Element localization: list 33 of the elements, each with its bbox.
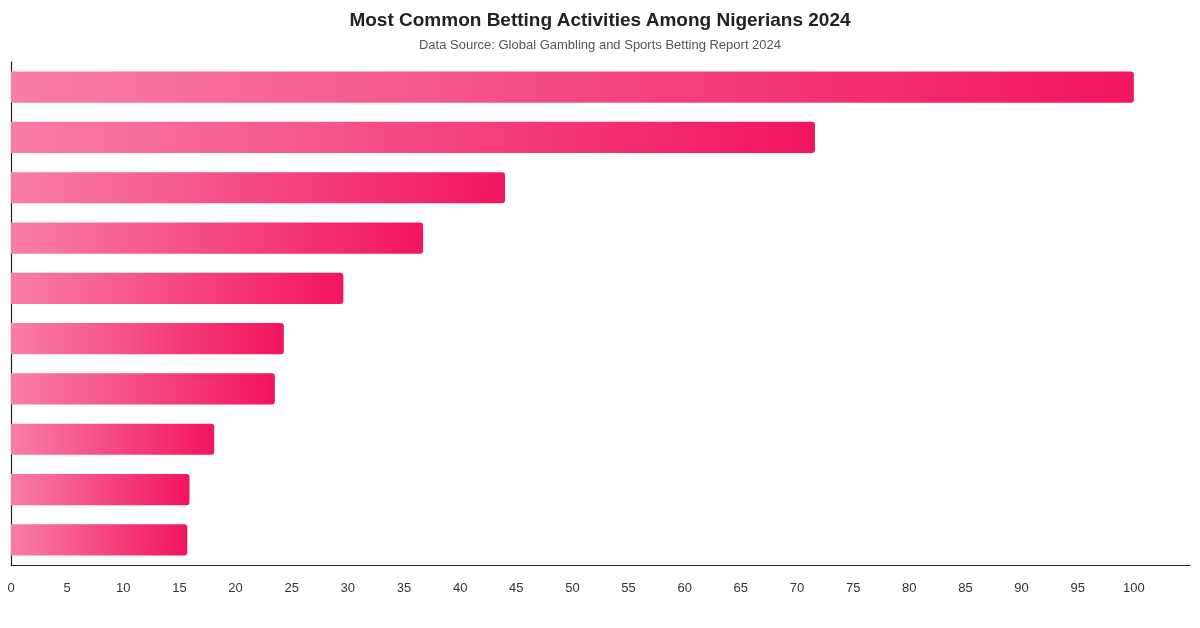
x-tick-label: 10: [116, 580, 131, 595]
x-tick-label: 95: [1070, 580, 1085, 595]
x-tick-label: 25: [284, 580, 299, 595]
x-tick-label: 35: [396, 580, 412, 595]
x-tick-label: 30: [340, 580, 356, 595]
x-tick-label: 100: [1123, 580, 1145, 595]
bar: [11, 323, 284, 355]
chart-title: Most Common Betting Activities Among Nigerians 2024: [349, 9, 851, 30]
x-tick-label: 80: [902, 580, 917, 595]
bar: [11, 524, 188, 556]
x-tick-label: 65: [733, 580, 749, 595]
bar: [11, 423, 215, 455]
bar: [11, 172, 506, 204]
bar: [11, 473, 190, 506]
x-tick-label: 75: [845, 580, 861, 595]
x-tick-label: 0: [7, 580, 15, 595]
x-tick-label: 85: [958, 580, 973, 595]
bar: [11, 373, 275, 405]
x-tick-label: 5: [63, 580, 71, 595]
x-tick-label: 55: [621, 580, 636, 595]
chart-subtitle: Data Source: Global Gambling and Sports Betting Report 2024: [418, 37, 782, 52]
x-tick-label: 40: [452, 580, 468, 595]
x-tick-label: 45: [509, 580, 524, 595]
x-tick-label: 50: [565, 580, 580, 595]
x-tick-label: 90: [1014, 580, 1029, 595]
bar: [11, 121, 815, 154]
x-tick-label: 15: [172, 580, 187, 595]
x-tick-label: 60: [677, 580, 692, 595]
bar: [11, 272, 344, 304]
bar: [11, 71, 1134, 103]
x-tick-label: 20: [228, 580, 243, 595]
x-tick-label: 70: [789, 580, 805, 595]
bar: [11, 222, 424, 254]
